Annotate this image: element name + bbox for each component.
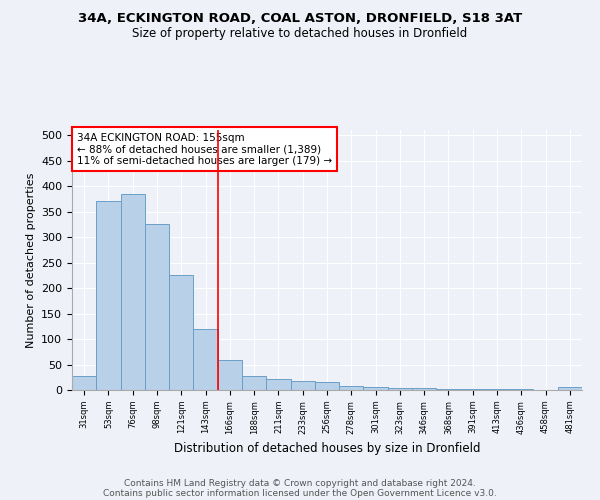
X-axis label: Distribution of detached houses by size in Dronfield: Distribution of detached houses by size … (174, 442, 480, 455)
Bar (364, 388, 388, 390)
Bar (96, 202, 121, 390)
Bar (242, 376, 266, 390)
Text: 34A ECKINGTON ROAD: 155sqm
← 88% of detached houses are smaller (1,389)
11% of s: 34A ECKINGTON ROAD: 155sqm ← 88% of deta… (77, 132, 332, 166)
Bar (169, 276, 193, 390)
Bar (315, 382, 339, 390)
Text: Size of property relative to detached houses in Dronfield: Size of property relative to detached ho… (133, 28, 467, 40)
Bar (193, 329, 218, 390)
Text: Contains HM Land Registry data © Crown copyright and database right 2024.: Contains HM Land Registry data © Crown c… (124, 478, 476, 488)
Bar (388, 388, 412, 390)
Text: Contains public sector information licensed under the Open Government Licence v3: Contains public sector information licen… (103, 490, 497, 498)
Bar (218, 360, 242, 390)
Y-axis label: Number of detached properties: Number of detached properties (26, 172, 35, 348)
Bar (290, 381, 315, 390)
Bar (266, 379, 290, 390)
Bar (339, 386, 364, 390)
Bar (72, 376, 96, 390)
Text: 34A, ECKINGTON ROAD, COAL ASTON, DRONFIELD, S18 3AT: 34A, ECKINGTON ROAD, COAL ASTON, DRONFIE… (78, 12, 522, 26)
Bar (145, 224, 169, 390)
Bar (412, 388, 436, 390)
Bar (558, 388, 582, 390)
Bar (121, 194, 145, 390)
